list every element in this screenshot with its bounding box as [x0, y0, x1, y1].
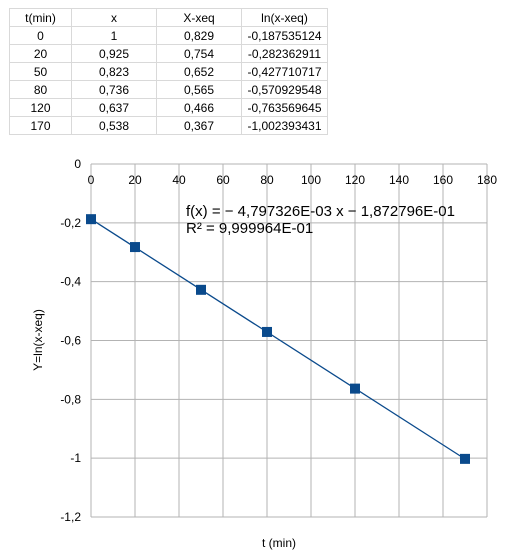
table-cell: 50 — [9, 62, 72, 81]
table-cell: 0,367 — [156, 116, 242, 135]
x-tick-label: 120 — [345, 173, 365, 187]
x-tick-label: 60 — [216, 173, 230, 187]
table-row: 50 0,823 0,652 -0,427710717 — [9, 62, 328, 81]
table-cell: 0,466 — [156, 98, 242, 117]
table-header-row: t(min) x X-xeq ln(x-xeq) — [9, 8, 328, 27]
x-tick-label: 80 — [260, 173, 274, 187]
y-axis-label: Y=ln(x-xeq) — [31, 309, 45, 371]
table-cell: ln(x-xeq) — [241, 8, 328, 27]
table-cell: 170 — [9, 116, 72, 135]
y-tick-label: -0,4 — [60, 275, 81, 289]
y-tick-label: -0,8 — [60, 392, 81, 406]
x-tick-label: 0 — [88, 173, 95, 187]
table-cell: x — [71, 8, 157, 27]
table-cell: -0,187535124 — [241, 26, 328, 45]
table-cell: -1,002393431 — [241, 116, 328, 135]
table-row: 0 1 0,829 -0,187535124 — [9, 26, 328, 45]
table-cell: 120 — [9, 98, 72, 117]
table-cell: 80 — [9, 80, 72, 99]
table-cell: 1 — [71, 26, 157, 45]
data-table: t(min) x X-xeq ln(x-xeq) 0 1 0,829 -0,187535124… — [9, 8, 328, 135]
x-tick-label: 180 — [477, 173, 497, 187]
x-tick-label: 160 — [433, 173, 453, 187]
y-tick-label: 0 — [74, 157, 81, 171]
table-cell: 0,925 — [71, 44, 157, 63]
table-cell: 0,823 — [71, 62, 157, 81]
table-cell: -0,763569645 — [241, 98, 328, 117]
table-row: 170 0,538 0,367 -1,002393431 — [9, 116, 328, 135]
trend-r-squared: R² = 9,999964E-01 — [186, 220, 313, 237]
trend-line — [90, 218, 466, 460]
x-tick-label: 40 — [172, 173, 186, 187]
table-cell: t(min) — [9, 8, 72, 27]
y-tick-label: -1,2 — [60, 510, 81, 524]
y-tick-label: -0,2 — [60, 216, 81, 230]
table-cell: 0,565 — [156, 80, 242, 99]
data-point — [460, 453, 470, 464]
trend-equation: f(x) = − 4,797326E-03 x − 1,872796E-01 — [186, 203, 455, 220]
table-cell: -0,570929548 — [241, 80, 328, 99]
table-cell: -0,282362911 — [241, 44, 328, 63]
data-point — [262, 326, 272, 337]
x-tick-label: 140 — [389, 173, 409, 187]
data-point — [86, 214, 96, 225]
scatter-chart: 0 20 40 60 80 100 120 140 160 180 0 -0,2 -0,4 -0,6 -0,… — [31, 157, 497, 550]
table-cell: 0,736 — [71, 80, 157, 99]
x-tick-label: 20 — [128, 173, 142, 187]
y-tick-label: -0,6 — [60, 334, 81, 348]
table-row: 120 0,637 0,466 -0,763569645 — [9, 98, 328, 117]
table-cell: X-xeq — [156, 8, 242, 27]
data-point — [130, 242, 140, 253]
table-cell: 0,829 — [156, 26, 242, 45]
data-points — [86, 214, 470, 464]
data-point — [350, 383, 360, 394]
table-row: 20 0,925 0,754 -0,282362911 — [9, 44, 328, 63]
table-cell: 0 — [9, 26, 72, 45]
table-cell: -0,427710717 — [241, 62, 328, 81]
table-cell: 20 — [9, 44, 72, 63]
data-point — [196, 284, 206, 295]
table-cell: 0,538 — [71, 116, 157, 135]
x-tick-label: 100 — [301, 173, 321, 187]
y-tick-label: -1 — [70, 451, 81, 465]
table-cell: 0,637 — [71, 98, 157, 117]
x-axis-label: t (min) — [262, 536, 296, 550]
table-cell: 0,754 — [156, 44, 242, 63]
table-cell: 0,652 — [156, 62, 242, 81]
table-row: 80 0,736 0,565 -0,570929548 — [9, 80, 328, 99]
tick-labels: 0 20 40 60 80 100 120 140 160 180 0 -0,2 -0,4 -0,6 -0,… — [60, 157, 497, 524]
